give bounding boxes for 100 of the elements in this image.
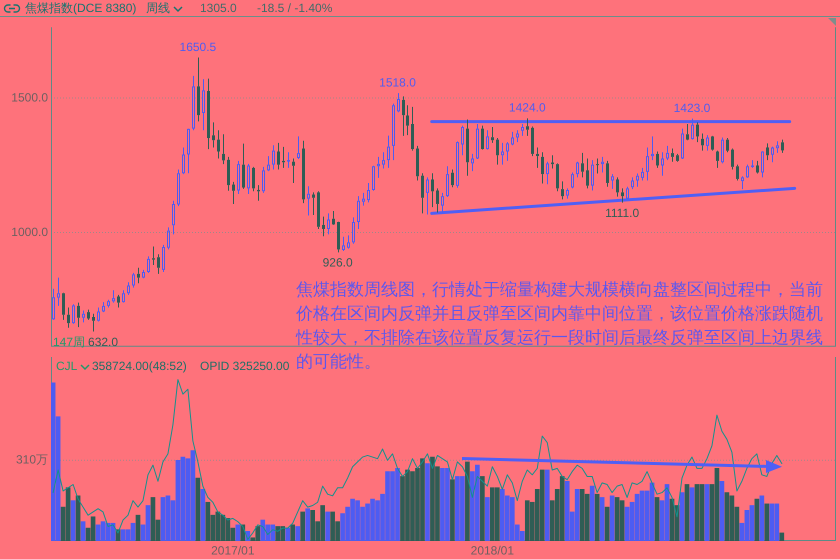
candlestick bbox=[332, 210, 335, 224]
candlestick bbox=[282, 146, 285, 168]
candlestick bbox=[421, 172, 424, 214]
candlestick bbox=[292, 158, 295, 184]
candlestick bbox=[416, 145, 419, 182]
candlestick bbox=[212, 122, 215, 148]
chart-subtitle: 358724.00(48:52) bbox=[92, 359, 187, 373]
bar bbox=[544, 470, 550, 541]
candlestick bbox=[706, 134, 709, 152]
annotation: 926.0 bbox=[322, 256, 353, 270]
annotation: 1111.0 bbox=[605, 206, 640, 220]
candlestick bbox=[436, 188, 439, 214]
candlestick bbox=[431, 172, 434, 208]
candlestick bbox=[671, 148, 674, 162]
bar bbox=[604, 506, 610, 541]
bar bbox=[285, 528, 290, 541]
candlestick bbox=[501, 142, 504, 166]
candlestick bbox=[446, 166, 449, 198]
candlestick bbox=[157, 254, 160, 274]
bar bbox=[300, 512, 306, 541]
candlestick bbox=[536, 146, 539, 168]
candlestick bbox=[112, 290, 115, 304]
candlestick bbox=[551, 154, 554, 169]
candlestick bbox=[666, 145, 669, 161]
candlestick bbox=[227, 156, 230, 192]
bar bbox=[70, 500, 76, 541]
bar bbox=[590, 486, 594, 541]
bar bbox=[610, 495, 614, 541]
candlestick bbox=[526, 118, 529, 136]
bar bbox=[764, 504, 770, 541]
candlestick bbox=[202, 78, 205, 131]
annotation: 147周 bbox=[53, 335, 86, 349]
candlestick bbox=[322, 216, 325, 237]
candlestick bbox=[177, 169, 180, 207]
candlestick bbox=[721, 137, 724, 164]
chart-title: CJL bbox=[56, 359, 78, 373]
candlestick bbox=[97, 307, 100, 322]
candlestick bbox=[392, 103, 395, 161]
y-tick-label: 1500.0 bbox=[11, 90, 48, 104]
candlestick bbox=[496, 138, 499, 166]
bar bbox=[305, 508, 310, 541]
candlestick bbox=[242, 143, 245, 190]
candlestick bbox=[736, 164, 739, 182]
bar bbox=[200, 489, 206, 541]
candlestick bbox=[127, 282, 130, 296]
candlestick bbox=[102, 302, 105, 312]
candlestick bbox=[456, 142, 459, 188]
bar bbox=[425, 463, 430, 541]
annotation: 1650.5 bbox=[180, 40, 217, 54]
candlestick bbox=[631, 176, 634, 190]
candlestick bbox=[287, 152, 290, 168]
bar bbox=[136, 514, 140, 541]
text: 1305.0 bbox=[200, 1, 237, 15]
candlestick bbox=[237, 160, 240, 194]
candlestick bbox=[387, 135, 390, 168]
candlestick bbox=[247, 163, 250, 194]
candlestick bbox=[511, 131, 514, 146]
candlestick bbox=[661, 152, 664, 176]
candlestick bbox=[217, 130, 220, 159]
bar bbox=[754, 498, 760, 541]
candlestick bbox=[277, 142, 280, 170]
candlestick bbox=[197, 56, 200, 122]
chart-subtitle: 周线 bbox=[146, 1, 170, 15]
bar bbox=[760, 495, 764, 541]
candlestick bbox=[122, 290, 125, 302]
candlestick bbox=[337, 222, 340, 253]
candlestick bbox=[701, 132, 704, 152]
candlestick bbox=[52, 288, 55, 320]
x-tick-label: 2017/01 bbox=[211, 544, 255, 558]
candlestick bbox=[172, 200, 175, 235]
candlestick bbox=[776, 140, 779, 154]
candlestick bbox=[297, 136, 300, 160]
bar bbox=[680, 492, 684, 541]
candlestick bbox=[72, 304, 75, 324]
candlestick bbox=[142, 269, 145, 278]
chart-title: 焦煤指数(DCE 8380) bbox=[25, 1, 136, 15]
annotation: 1518.0 bbox=[379, 75, 416, 90]
candlestick bbox=[362, 192, 365, 206]
bar bbox=[465, 462, 470, 541]
candlestick bbox=[761, 151, 764, 178]
bar bbox=[196, 478, 200, 541]
candlestick bbox=[621, 188, 624, 204]
candlestick bbox=[82, 310, 85, 323]
bar bbox=[600, 497, 604, 541]
candlestick bbox=[317, 190, 320, 230]
candlestick bbox=[766, 142, 769, 161]
candlestick bbox=[451, 169, 454, 188]
candlestick bbox=[716, 150, 719, 168]
candlestick bbox=[426, 176, 429, 215]
candlestick bbox=[377, 156, 380, 178]
candlestick bbox=[576, 161, 579, 178]
candlestick bbox=[272, 144, 275, 170]
candlestick bbox=[726, 138, 729, 153]
candlestick bbox=[267, 156, 270, 172]
candlestick bbox=[137, 267, 140, 284]
y-tick-label: 1000.0 bbox=[11, 224, 48, 239]
annotation: 焦煤指数周线图，行情处于缩量构建大规模横向盘整区间过程中，当前价格在区间内反弹并且反弹至区间内靠中间位置，该位置价格涨跌随机性较大，不排除在该位置反复运行一段时间后最终反弹至区间上边界线的可能性。 bbox=[296, 279, 823, 373]
candlestick bbox=[506, 142, 509, 162]
candlestick bbox=[107, 299, 110, 308]
ref-line-label: 310万 bbox=[16, 452, 48, 467]
